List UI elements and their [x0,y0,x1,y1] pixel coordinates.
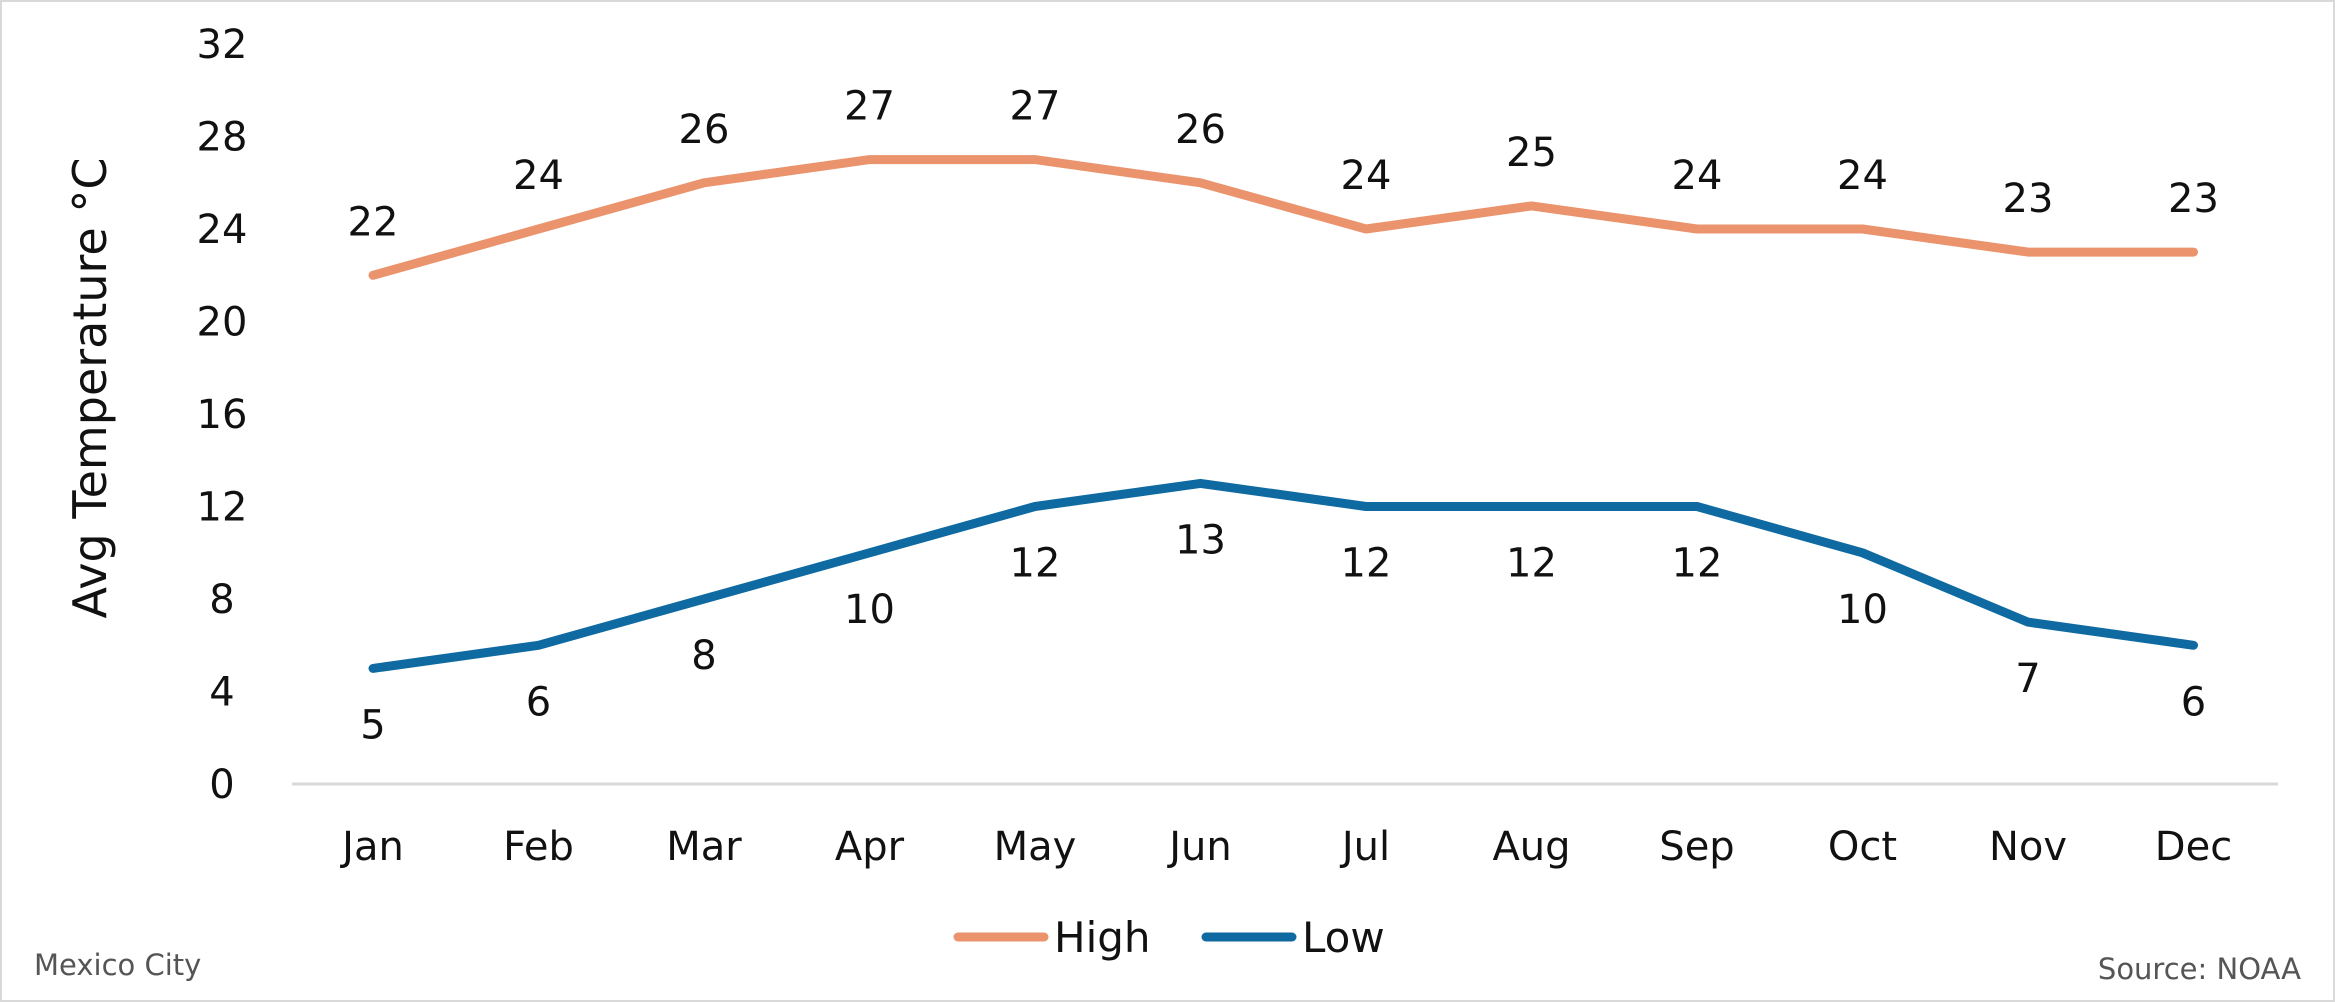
y-tick-label: 0 [209,762,234,808]
data-label-low: 6 [2181,679,2206,725]
legend-label-low: Low [1302,913,1385,962]
data-label-low: 10 [844,587,895,633]
legend: High Low [958,913,1385,962]
x-tick-label: Dec [2155,824,2232,870]
legend-label-high: High [1054,913,1151,962]
data-label-low: 6 [526,679,551,725]
series-line-low [373,483,2194,668]
y-tick-label: 24 [197,207,248,253]
y-axis-ticks: 0 4 8 12 16 20 24 28 32 [197,22,248,808]
data-label-high: 24 [1341,153,1392,199]
x-tick-label: Jun [1166,824,1232,870]
x-tick-label: Feb [503,824,574,870]
data-label-low: 12 [1341,541,1392,587]
y-axis-title: Avg Temperature °C [63,158,117,619]
data-label-high: 24 [1672,153,1723,199]
y-tick-label: 16 [197,392,248,438]
x-tick-label: May [994,824,1077,870]
x-tick-label: Sep [1659,824,1734,870]
data-label-high: 27 [844,84,895,130]
y-tick-label: 12 [197,485,248,531]
data-label-high: 23 [2003,176,2054,222]
x-axis-ticks: Jan Feb Mar Apr May Jun Jul Aug Sep Oct Nov Dec [339,824,2232,870]
y-tick-label: 8 [209,577,234,623]
y-tick-label: 28 [197,115,248,161]
data-label-low: 8 [691,633,716,679]
data-label-high: 25 [1506,130,1557,176]
data-label-low: 10 [1837,587,1888,633]
chart-caption-location: Mexico City [34,948,201,982]
data-label-high: 22 [348,199,399,245]
series-lines [373,160,2194,669]
data-label-low: 5 [360,702,385,748]
y-tick-label: 20 [197,300,248,346]
x-tick-label: Jul [1339,824,1390,870]
data-label-high: 23 [2168,176,2219,222]
x-tick-label: Aug [1492,824,1570,870]
data-label-low: 12 [1506,541,1557,587]
chart-source-note: Source: NOAA [2098,952,2301,986]
data-label-low: 12 [1010,541,1061,587]
data-label-low: 7 [2015,656,2040,702]
data-labels: 22 24 26 27 27 26 24 25 24 24 23 23 5 6 8 10 12 13 12 12 12 1… [348,84,2219,749]
data-label-low: 13 [1175,517,1226,563]
x-tick-label: Nov [1989,824,2067,870]
x-tick-label: Jan [339,824,404,870]
y-tick-label: 4 [209,670,234,716]
x-tick-label: Apr [835,824,905,870]
series-line-high [373,160,2194,276]
data-label-high: 26 [679,107,730,153]
data-label-high: 24 [1837,153,1888,199]
data-label-low: 12 [1672,541,1723,587]
data-label-high: 27 [1010,84,1061,130]
data-label-high: 24 [513,153,564,199]
y-tick-label: 32 [197,22,248,68]
data-label-high: 26 [1175,107,1226,153]
x-tick-label: Mar [666,824,742,870]
x-tick-label: Oct [1828,824,1897,870]
